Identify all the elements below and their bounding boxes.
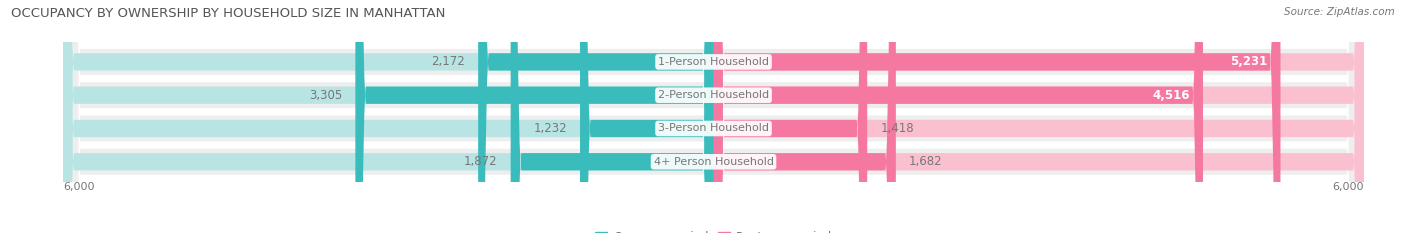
Text: 2,172: 2,172 bbox=[432, 55, 465, 69]
FancyBboxPatch shape bbox=[581, 0, 713, 233]
FancyBboxPatch shape bbox=[713, 0, 1364, 233]
FancyBboxPatch shape bbox=[356, 0, 713, 233]
FancyBboxPatch shape bbox=[63, 0, 713, 233]
Text: Source: ZipAtlas.com: Source: ZipAtlas.com bbox=[1284, 7, 1395, 17]
FancyBboxPatch shape bbox=[63, 0, 1364, 233]
Text: 4,516: 4,516 bbox=[1153, 89, 1189, 102]
Text: 3,305: 3,305 bbox=[309, 89, 342, 102]
Text: 1,872: 1,872 bbox=[464, 155, 498, 168]
FancyBboxPatch shape bbox=[713, 0, 1364, 233]
FancyBboxPatch shape bbox=[63, 0, 1364, 233]
FancyBboxPatch shape bbox=[713, 0, 868, 233]
Text: 4+ Person Household: 4+ Person Household bbox=[654, 157, 773, 167]
FancyBboxPatch shape bbox=[63, 0, 713, 233]
Text: 1,232: 1,232 bbox=[533, 122, 567, 135]
Text: 6,000: 6,000 bbox=[1333, 182, 1364, 192]
Text: 1,682: 1,682 bbox=[908, 155, 942, 168]
Text: 1,418: 1,418 bbox=[880, 122, 914, 135]
Text: OCCUPANCY BY OWNERSHIP BY HOUSEHOLD SIZE IN MANHATTAN: OCCUPANCY BY OWNERSHIP BY HOUSEHOLD SIZE… bbox=[11, 7, 446, 20]
FancyBboxPatch shape bbox=[510, 0, 713, 233]
FancyBboxPatch shape bbox=[713, 0, 1204, 233]
FancyBboxPatch shape bbox=[713, 0, 1281, 233]
FancyBboxPatch shape bbox=[63, 0, 1364, 233]
Text: 2-Person Household: 2-Person Household bbox=[658, 90, 769, 100]
FancyBboxPatch shape bbox=[63, 0, 1364, 233]
Text: 1-Person Household: 1-Person Household bbox=[658, 57, 769, 67]
Legend: Owner-occupied, Renter-occupied: Owner-occupied, Renter-occupied bbox=[591, 226, 837, 233]
FancyBboxPatch shape bbox=[713, 0, 1364, 233]
FancyBboxPatch shape bbox=[63, 0, 713, 233]
FancyBboxPatch shape bbox=[478, 0, 713, 233]
FancyBboxPatch shape bbox=[713, 0, 1364, 233]
FancyBboxPatch shape bbox=[713, 0, 896, 233]
FancyBboxPatch shape bbox=[63, 0, 713, 233]
Text: 3-Person Household: 3-Person Household bbox=[658, 123, 769, 134]
Text: 6,000: 6,000 bbox=[63, 182, 94, 192]
Text: 5,231: 5,231 bbox=[1230, 55, 1267, 69]
